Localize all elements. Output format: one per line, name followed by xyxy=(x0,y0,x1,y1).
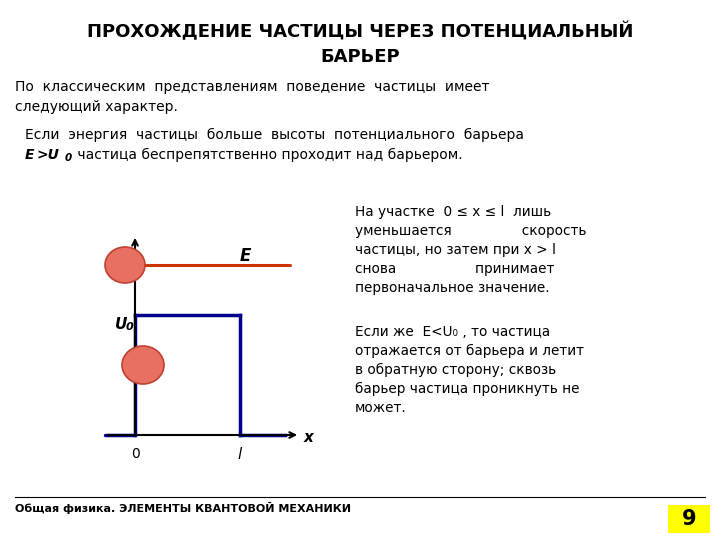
Ellipse shape xyxy=(122,346,164,384)
Text: может.: может. xyxy=(355,401,407,415)
Text: На участке  0 ≤ ​x​ ≤ ​l​  лишь: На участке 0 ≤ ​x​ ≤ ​l​ лишь xyxy=(355,205,551,219)
Text: 0: 0 xyxy=(130,447,140,461)
Text: l: l xyxy=(238,447,242,462)
Text: 0: 0 xyxy=(65,153,72,163)
Text: Если же  ​E​<​U​₀ , то частица: Если же ​E​<​U​₀ , то частица xyxy=(355,325,550,339)
Text: E: E xyxy=(25,148,35,162)
Text: U: U xyxy=(117,247,130,262)
Text: Если  энергия  частицы  больше  высоты  потенциального  барьера: Если энергия частицы больше высоты потен… xyxy=(25,128,524,142)
Text: отражается от барьера и летит: отражается от барьера и летит xyxy=(355,344,584,358)
FancyBboxPatch shape xyxy=(668,505,710,533)
Text: частицы, но затем при ​x​ > ​l: частицы, но затем при ​x​ > ​l xyxy=(355,243,556,257)
Text: барьер частица проникнуть не: барьер частица проникнуть не xyxy=(355,382,580,396)
Text: E: E xyxy=(239,247,251,265)
Text: уменьшается                скорость: уменьшается скорость xyxy=(355,224,586,238)
Text: По  классическим  представлениям  поведение  частицы  имеет
следующий характер.: По классическим представлениям поведение… xyxy=(15,80,490,113)
Text: снова                  принимает: снова принимает xyxy=(355,262,554,276)
Text: Общая физика. ЭЛЕМЕНТЫ КВАНТОВОЙ МЕХАНИКИ: Общая физика. ЭЛЕМЕНТЫ КВАНТОВОЙ МЕХАНИК… xyxy=(15,502,351,514)
Ellipse shape xyxy=(105,247,145,283)
Text: в обратную сторону; сквозь: в обратную сторону; сквозь xyxy=(355,363,556,377)
Text: x: x xyxy=(304,429,314,444)
Text: U: U xyxy=(114,317,127,332)
Text: ПРОХОЖДЕНИЕ ЧАСТИЦЫ ЧЕРЕЗ ПОТЕНЦИАЛЬНЫЙ: ПРОХОЖДЕНИЕ ЧАСТИЦЫ ЧЕРЕЗ ПОТЕНЦИАЛЬНЫЙ xyxy=(87,22,633,41)
Text: первоначальное значение.: первоначальное значение. xyxy=(355,281,549,295)
Text: 9: 9 xyxy=(682,509,696,529)
Text: >U: >U xyxy=(37,148,60,162)
Text: частица беспрепятственно проходит над барьером.: частица беспрепятственно проходит над ба… xyxy=(73,148,463,162)
Text: БАРЬЕР: БАРЬЕР xyxy=(320,48,400,66)
Text: 0: 0 xyxy=(125,322,133,332)
